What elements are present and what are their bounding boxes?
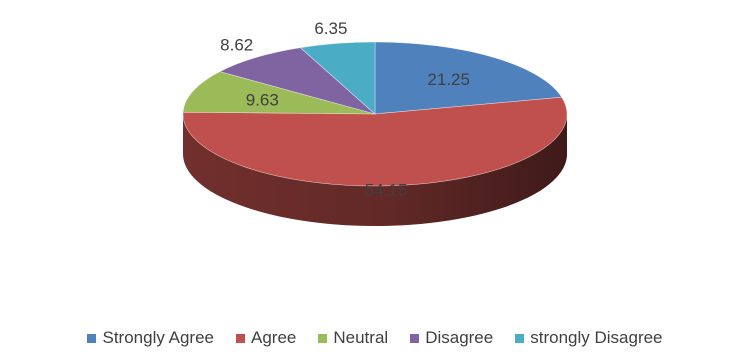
legend-swatch [236, 333, 245, 343]
legend-label: Disagree [425, 328, 494, 347]
legend-swatch [410, 333, 420, 343]
legend-swatch [515, 333, 525, 343]
pie-slice-agree [182, 96, 568, 187]
pie-top-slices [182, 41, 568, 187]
legend-label: strongly Disagree [530, 328, 663, 347]
pie-slice-strongly-agree [374, 41, 563, 115]
legend-item-agree: Agree [236, 328, 296, 348]
pie-slice-neutral [182, 71, 376, 115]
pie-slice-strongly-disagree [299, 41, 376, 115]
legend-label: Agree [251, 328, 297, 347]
legend: Strongly Agree Agree Neutral Disagree st… [0, 327, 750, 349]
legend-label: Strongly Agree [102, 328, 214, 347]
legend-swatch [87, 333, 97, 343]
pie-sides [183, 114, 567, 226]
pie-side-shade [183, 114, 567, 226]
pie-data-labels: 21.25 54.15 9.63 8.62 6.35 [220, 19, 470, 199]
data-label-neutral: 9.63 [246, 91, 279, 110]
legend-item-strongly-disagree: strongly Disagree [515, 328, 663, 348]
legend-item-neutral: Neutral [318, 328, 388, 348]
legend-label: Neutral [333, 328, 389, 347]
pie-slice-disagree [219, 47, 376, 115]
data-label-disagree: 8.62 [220, 36, 253, 55]
legend-item-disagree: Disagree [410, 328, 493, 348]
legend-item-strongly-agree: Strongly Agree [87, 328, 214, 348]
data-label-strongly-agree: 21.25 [427, 70, 470, 89]
data-label-agree: 54.15 [365, 180, 408, 199]
legend-swatch [318, 333, 328, 343]
data-label-strongly-disagree: 6.35 [314, 19, 347, 38]
